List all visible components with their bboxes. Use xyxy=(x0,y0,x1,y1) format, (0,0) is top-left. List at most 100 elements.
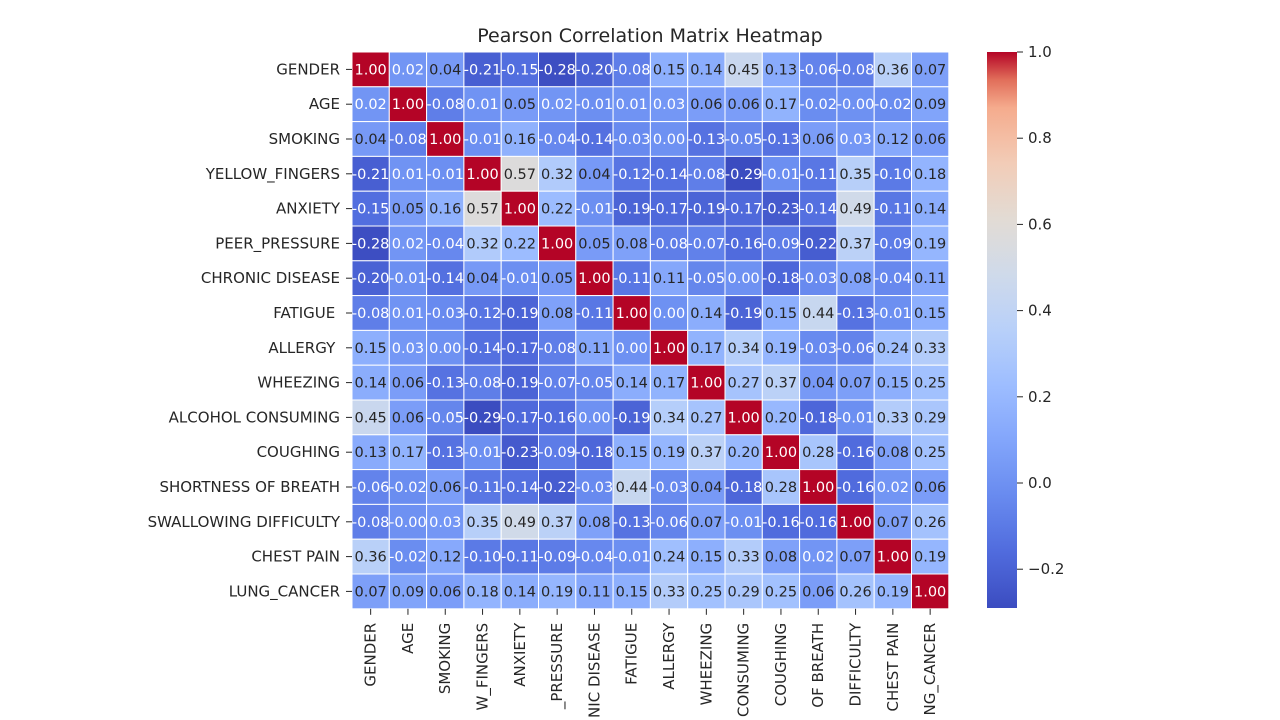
heatmap-cell-value: 0.08 xyxy=(765,550,797,566)
heatmap-cell xyxy=(612,399,651,436)
heatmap-cell xyxy=(388,155,428,192)
heatmap-cell-value: 0.15 xyxy=(653,62,685,78)
heatmap-cell xyxy=(463,86,502,123)
heatmap-cell xyxy=(911,503,950,540)
heatmap-cell-value: 0.32 xyxy=(466,236,498,252)
heatmap-cell-value: 0.14 xyxy=(690,62,722,78)
heatmap-cell-value: 0.33 xyxy=(877,410,909,426)
heatmap-cell xyxy=(538,329,577,366)
heatmap-cell-value: -0.05 xyxy=(576,376,614,392)
heatmap-cell xyxy=(463,503,502,540)
heatmap-cell-value: 0.15 xyxy=(616,445,648,461)
heatmap-cell xyxy=(463,538,502,575)
heatmap-cell-value: 0.15 xyxy=(877,376,909,392)
heatmap-cell xyxy=(426,364,465,401)
heatmap-cell-value: -0.08 xyxy=(688,167,726,183)
heatmap-cell-value: -0.16 xyxy=(837,445,875,461)
heatmap-cell-value: 0.25 xyxy=(765,584,797,600)
heatmap-cell-value: 0.06 xyxy=(728,97,760,113)
heatmap-cell xyxy=(575,155,614,192)
heatmap-cell-value: -0.04 xyxy=(426,236,464,252)
heatmap-cell-value: -0.14 xyxy=(501,480,539,496)
heatmap-cell xyxy=(873,86,913,123)
heatmap-cell-value: -0.18 xyxy=(725,480,763,496)
colorbar-tick-label: 1.0 xyxy=(1028,43,1052,61)
heatmap-cell-value: 0.02 xyxy=(355,97,387,113)
heatmap-cell-value: -0.16 xyxy=(799,515,837,531)
heatmap-cell-value: 0.45 xyxy=(728,62,760,78)
heatmap-cell-value: 1.00 xyxy=(653,341,685,357)
heatmap-cell-value: 0.36 xyxy=(355,550,387,566)
heatmap-cell-value: -0.08 xyxy=(613,62,651,78)
heatmap-cell xyxy=(873,434,913,471)
heatmap-cell xyxy=(426,190,465,227)
heatmap-cell-value: 0.28 xyxy=(802,445,834,461)
row-label: SWALLOWING DIFFICULTY xyxy=(148,513,341,531)
heatmap-cell-value: -0.02 xyxy=(389,480,427,496)
heatmap-cell xyxy=(612,295,651,331)
row-label: CHEST PAIN xyxy=(251,548,340,566)
heatmap-cell-value: 0.04 xyxy=(466,271,498,287)
heatmap-cell-value: 0.25 xyxy=(914,445,946,461)
heatmap-cell-value: 0.28 xyxy=(765,480,797,496)
heatmap-cell xyxy=(836,329,875,366)
heatmap-cell xyxy=(538,155,577,192)
heatmap-cell-value: 0.19 xyxy=(914,236,946,252)
heatmap-cell-value: 0.15 xyxy=(690,550,722,566)
heatmap-cell-value: 0.44 xyxy=(616,480,648,496)
heatmap-cell xyxy=(612,51,651,88)
heatmap-cell-value: -0.16 xyxy=(725,236,763,252)
heatmap-cell-value: 0.07 xyxy=(839,550,871,566)
heatmap-cell xyxy=(761,51,801,88)
heatmap-cell-value: -0.19 xyxy=(501,376,539,392)
heatmap-cell-value: -0.09 xyxy=(538,445,576,461)
heatmap-cell-value: 0.09 xyxy=(392,584,424,600)
heatmap-cell-value: 0.11 xyxy=(578,584,610,600)
heatmap-cell-value: 0.04 xyxy=(690,480,722,496)
heatmap-cell-value: 0.05 xyxy=(504,97,536,113)
heatmap-cell xyxy=(687,295,726,331)
heatmap-cell-value: 0.00 xyxy=(578,410,610,426)
heatmap-cell xyxy=(799,434,838,471)
heatmap-cell-value: -0.04 xyxy=(538,132,576,148)
heatmap-cell-value: -0.20 xyxy=(576,62,614,78)
heatmap-cell-value: -0.18 xyxy=(576,445,614,461)
heatmap-cell-value: 0.00 xyxy=(429,341,461,357)
column-label: SMOKING xyxy=(436,623,454,694)
heatmap-cell-value: -0.03 xyxy=(576,480,614,496)
heatmap-cell-value: -0.08 xyxy=(389,132,427,148)
heatmap-cell-value: -0.17 xyxy=(501,410,539,426)
heatmap-cell xyxy=(426,503,465,540)
heatmap-cell-value: 0.06 xyxy=(914,480,946,496)
heatmap-cell-value: 0.22 xyxy=(541,202,573,218)
heatmap-cell-value: 0.19 xyxy=(653,445,685,461)
heatmap-cell-value: -0.00 xyxy=(837,97,875,113)
row-label: WHEEZING xyxy=(257,374,340,392)
heatmap-cell-value: 0.14 xyxy=(355,376,387,392)
heatmap-cell-value: 0.08 xyxy=(877,445,909,461)
heatmap-cell-value: 0.24 xyxy=(653,550,685,566)
heatmap-cell-value: -0.01 xyxy=(576,97,614,113)
column-label: NIC DISEASE xyxy=(585,623,603,718)
heatmap-cell xyxy=(836,295,875,331)
heatmap-cell xyxy=(500,225,540,262)
heatmap-cell-value: -0.29 xyxy=(725,167,763,183)
heatmap-cell-value: 0.20 xyxy=(728,445,760,461)
heatmap-cell xyxy=(575,225,614,262)
heatmap-cell xyxy=(463,225,502,262)
column-label: NG_CANCER xyxy=(921,623,940,716)
heatmap-cell xyxy=(873,295,913,331)
heatmap-cell xyxy=(612,538,651,575)
heatmap-cell-value: 0.06 xyxy=(802,584,834,600)
heatmap-cell xyxy=(836,503,875,540)
heatmap-cell xyxy=(388,51,428,88)
heatmap-cell xyxy=(351,364,390,401)
heatmap-cell-value: -0.08 xyxy=(538,341,576,357)
heatmap-cell xyxy=(538,260,577,297)
heatmap-cell xyxy=(761,190,801,227)
heatmap-cell xyxy=(687,329,726,366)
heatmap-cell-value: -0.05 xyxy=(725,132,763,148)
heatmap-cell-value: -0.08 xyxy=(837,62,875,78)
heatmap-cell-value: 0.17 xyxy=(765,97,797,113)
